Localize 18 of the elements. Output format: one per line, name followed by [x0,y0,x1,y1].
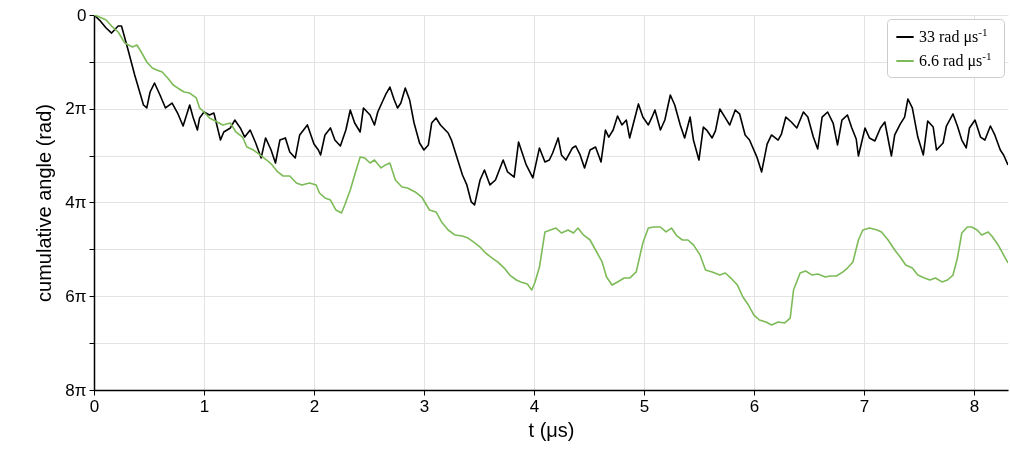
x-tick-label: 7 [859,396,870,416]
y-tick-label: 8π [65,380,87,400]
x-tick-label: 3 [419,396,430,416]
x-tick-label: 8 [969,396,980,416]
y-tick-label: 4π [65,192,87,212]
x-tick-label: 5 [639,396,650,416]
x-tick-label: 4 [529,396,540,416]
legend-label: 6.6 rad μs$^{-1}$ [919,50,992,70]
y-tick-label: 0 [77,5,87,25]
x-tick-label: 2 [309,396,320,416]
x-tick-label: 0 [89,396,100,416]
y-tick-label: 6π [65,286,87,306]
y-tick-label: 2π [65,99,87,119]
legend-label: 33 rad μs$^{-1}$ [919,26,988,46]
x-tick-label: 1 [199,396,210,416]
x-axis-title: t (μs) [528,418,575,441]
x-tick-label: 6 [749,396,760,416]
y-axis-title: cumulative angle (rad) [33,104,56,302]
